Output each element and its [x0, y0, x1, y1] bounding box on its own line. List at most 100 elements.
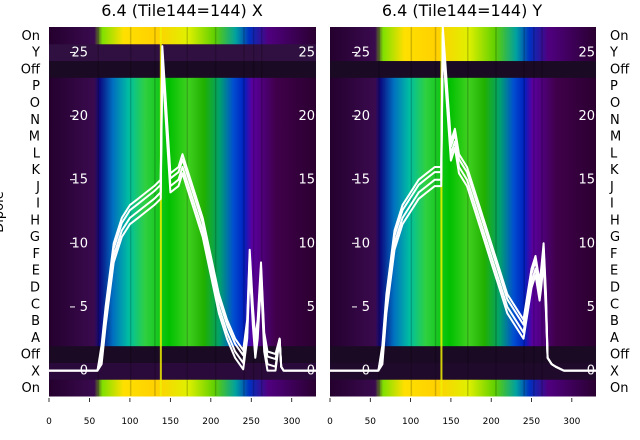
heatmap-row: [330, 261, 596, 280]
overlay-tick-label-right: 20: [298, 109, 315, 124]
heatmap-row: [330, 110, 596, 129]
heatmap-row: [330, 60, 596, 78]
heatmap-row: [49, 94, 316, 112]
y-category-label: E: [610, 264, 618, 279]
overlay-tick-label: 25: [71, 45, 88, 60]
heatmap-streak: [378, 27, 380, 396]
x-tick-label: 50: [365, 417, 377, 427]
y-category-label: D: [30, 280, 40, 295]
heatmap-streak: [467, 27, 469, 396]
heatmap-streak: [533, 27, 535, 396]
y-category-label: P: [32, 79, 40, 94]
heatmap-row: [49, 177, 316, 196]
heatmap-streak: [186, 27, 189, 396]
heatmap-rfi-line: [440, 27, 443, 396]
spectrum-trace: [49, 64, 316, 372]
y-category-label: J: [35, 180, 40, 195]
x-tick-label: 300: [283, 417, 300, 427]
heatmap-streak: [495, 27, 497, 396]
x-tick-label: 300: [563, 417, 580, 427]
y-category-label: K: [31, 163, 40, 178]
heatmap-row: [330, 312, 596, 330]
overlay-tick-label-right: 5: [307, 300, 315, 315]
y-category-label: O: [610, 96, 620, 111]
overlay-tick-label-right: 15: [298, 173, 315, 188]
heatmap-row: [330, 211, 596, 229]
overlay-tick-label: 25: [353, 45, 370, 60]
overlay-tick-label-right: 10: [578, 236, 595, 251]
y-category-label: N: [610, 113, 620, 128]
heatmap-row: [330, 127, 596, 145]
overlay-tick-label: 15: [353, 173, 370, 188]
heatmap-streak: [243, 27, 245, 396]
heatmap-row: [49, 194, 316, 212]
heatmap-streak: [541, 27, 543, 396]
x-tick-label: 100: [402, 417, 419, 427]
y-category-label: E: [32, 264, 40, 279]
y-category-label: J: [609, 180, 614, 195]
y-category-label: H: [30, 213, 40, 228]
y-category-label: O: [30, 96, 40, 111]
heatmap-row: [49, 261, 316, 280]
y-category-label: F: [610, 247, 617, 262]
y-category-label: B: [31, 314, 40, 329]
y-category-label: Y: [31, 46, 40, 61]
overlay-tick-label: 20: [71, 109, 88, 124]
heatmap-streak: [154, 27, 156, 396]
heatmap-row: [49, 362, 316, 380]
x-tick-label: 150: [162, 417, 179, 427]
y-axis-label: Dipole: [0, 191, 7, 232]
chart-title: 6.4 (Tile144=144) X: [101, 1, 263, 20]
heatmap-row: [330, 161, 596, 179]
chart-panel: 05101520250510152025OnXOffABCDEFGHIJKLMN…: [327, 1, 630, 427]
heatmap-row: [49, 110, 316, 129]
overlay-tick-label-right: 15: [578, 173, 595, 188]
heatmap-row: [49, 295, 316, 313]
y-category-label: F: [33, 247, 40, 262]
spectrum-trace: [49, 57, 316, 372]
heatmap-row: [330, 278, 596, 296]
x-tick-label: 100: [121, 417, 138, 427]
overlay-tick-label: 10: [71, 236, 88, 251]
y-category-label: P: [610, 79, 618, 94]
y-category-label: B: [610, 314, 619, 329]
y-category-label: On: [610, 29, 628, 44]
x-tick-label: 250: [243, 417, 260, 427]
overlay-tick-label-right: 20: [578, 109, 595, 124]
spectrum-trace: [49, 45, 316, 372]
y-category-label: Off: [21, 62, 41, 77]
heatmap-row: [49, 60, 316, 78]
x-tick-label: 0: [46, 417, 52, 427]
heatmap-streak: [252, 27, 255, 396]
heatmap-row: [49, 211, 316, 229]
y-category-label: N: [30, 113, 40, 128]
heatmap-streak: [129, 27, 132, 396]
y-category-label: On: [22, 29, 40, 44]
y-category-label: A: [31, 331, 40, 346]
y-category-label: On: [22, 381, 40, 396]
y-category-label: I: [36, 197, 40, 212]
heatmap-row: [330, 245, 596, 263]
y-category-label: Y: [609, 46, 618, 61]
heatmap-streak: [434, 27, 437, 396]
heatmap-row: [330, 328, 596, 347]
heatmap-row: [49, 127, 316, 145]
y-category-label: L: [610, 146, 618, 161]
y-category-label: G: [30, 230, 40, 245]
x-tick-label: 50: [84, 417, 96, 427]
heatmap-row: [49, 228, 316, 246]
y-category-label: X: [610, 364, 619, 379]
heatmap-streak: [214, 27, 217, 396]
heatmap-row: [330, 27, 596, 45]
overlay-tick-label: 15: [71, 173, 88, 188]
overlay-tick-label: 20: [353, 109, 370, 124]
overlay-tick-label: 5: [80, 300, 88, 315]
heatmap-row: [330, 144, 596, 162]
y-category-label: M: [29, 130, 40, 145]
y-category-label: D: [610, 280, 620, 295]
heatmap-streak: [260, 27, 263, 396]
y-category-label: M: [610, 130, 621, 145]
spectrum-trace: [49, 50, 316, 372]
heatmap-row: [330, 77, 596, 95]
